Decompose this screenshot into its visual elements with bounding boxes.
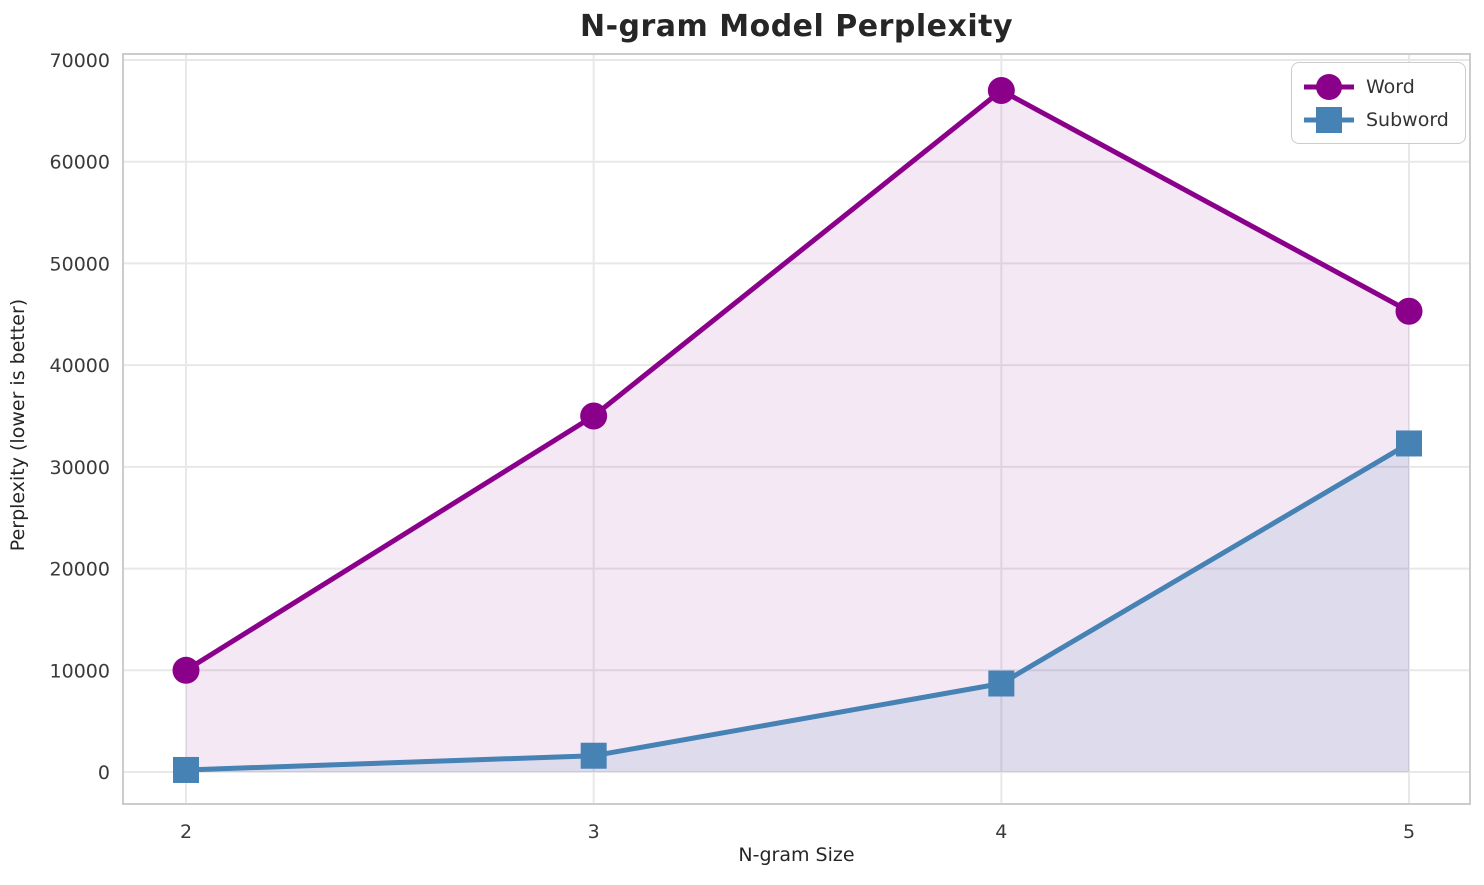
marker-subword-2 [173,756,199,783]
marker-word-2 [172,656,200,684]
marker-word-3 [580,402,608,430]
x-tick-label-5: 5 [1403,821,1415,843]
x-tick-label-2: 2 [180,821,192,843]
y-tick-label-50000: 50000 [50,253,110,275]
legend-item-subword: Subword [1302,104,1449,135]
legend-marker-square-icon [1304,106,1354,133]
legend-marker-circle-icon [1304,73,1354,100]
chart-title: N-gram Model Perplexity [579,9,1014,44]
y-tick-label-10000: 10000 [50,660,110,682]
series-line-word [184,88,1411,673]
legend-item-word: Word [1302,71,1449,102]
y-tick-label-20000: 20000 [50,559,110,581]
series-line-subword [185,441,1411,773]
y-tick-label-0: 0 [98,762,110,784]
marker-word-5 [1395,297,1423,325]
marker-subword-3 [580,742,607,769]
marker-subword-4 [988,670,1015,697]
legend-label: Word [1366,75,1415,98]
legend: Word Subword [1291,62,1466,144]
x-axis-label: N-gram Size [738,844,855,866]
axes-spines [122,53,1471,805]
y-tick-label-60000: 60000 [50,152,110,174]
y-tick-label-70000: 70000 [50,50,110,72]
y-tick-label-40000: 40000 [50,355,110,377]
marker-subword-5 [1396,430,1423,457]
x-tick-label-3: 3 [588,821,600,843]
marker-word-4 [987,77,1015,105]
x-tick-label-4: 4 [995,821,1007,843]
legend-label: Subword [1366,108,1449,131]
area-subword [186,443,1410,772]
y-tick-label-30000: 30000 [50,457,110,479]
area-word [186,90,1410,772]
